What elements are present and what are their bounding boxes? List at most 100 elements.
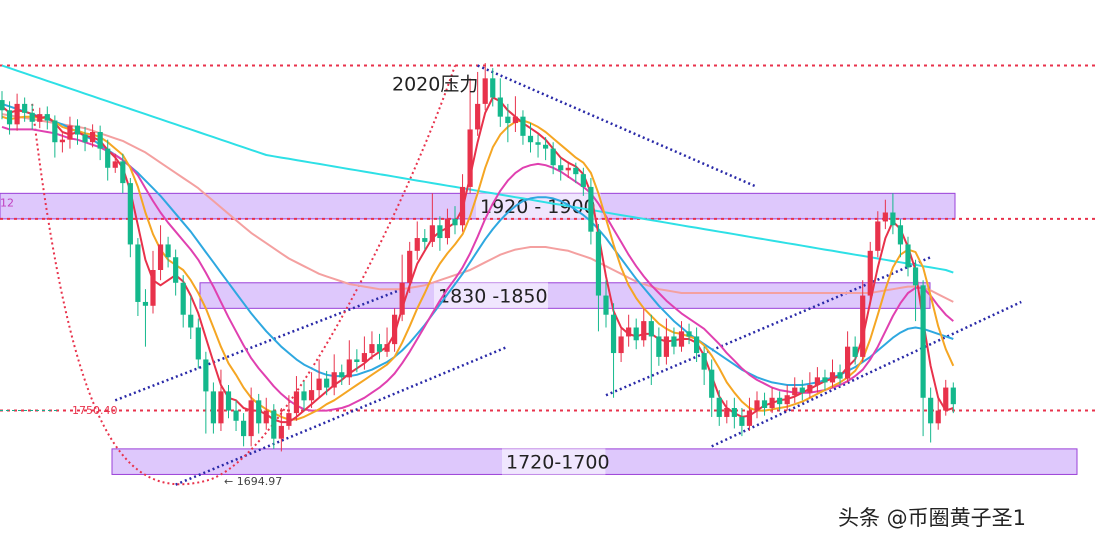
trendline: [114, 288, 403, 402]
candle-body: [105, 148, 111, 168]
candle-body: [346, 359, 352, 378]
candle-body: [845, 346, 851, 379]
candle-body: [777, 397, 783, 405]
candle-body: [44, 114, 50, 121]
candle-body: [656, 336, 662, 357]
candle-body: [263, 410, 269, 424]
candle-body: [482, 78, 488, 104]
candle-body: [384, 344, 390, 352]
candle-body: [6, 110, 13, 125]
candle-body: [127, 183, 133, 245]
candle-body: [142, 301, 149, 306]
candle-body: [392, 314, 398, 345]
candle-body: [241, 420, 247, 437]
horizontal-lines-layer: [0, 64, 1096, 412]
candle-body: [709, 369, 715, 398]
resistance-label: 2020压力: [392, 74, 478, 96]
candle-body: [550, 148, 556, 166]
candle-body: [792, 387, 798, 396]
candle-body: [444, 218, 451, 239]
candle-body: [331, 372, 337, 388]
price-label: 1750.40: [72, 404, 118, 417]
candle-body: [14, 103, 20, 125]
candle-body: [558, 165, 564, 171]
candle-body: [761, 400, 768, 408]
zone-label-bg: [502, 448, 606, 475]
candle-body: [731, 408, 737, 417]
candle-body: [475, 103, 481, 130]
candle-body: [882, 212, 888, 222]
candle-body: [52, 120, 58, 143]
candle-body: [157, 244, 164, 270]
candle-body: [807, 385, 813, 393]
candle-body: [641, 321, 647, 341]
candle-body: [701, 353, 707, 370]
zone-label: 1720-1700: [506, 452, 610, 474]
candle-body: [399, 282, 405, 315]
moving-average-line: [1, 96, 954, 424]
candle-body: [497, 97, 503, 117]
candle-body: [301, 391, 307, 401]
candle-body: [339, 372, 345, 378]
candle-body: [603, 295, 609, 315]
candle-body: [135, 244, 141, 302]
candle-body: [935, 410, 941, 424]
candle-body: [0, 100, 5, 111]
candle-body: [293, 391, 300, 414]
candle-body: [920, 285, 926, 398]
candle-body: [928, 397, 934, 424]
candle-body: [724, 408, 730, 417]
candle-body: [618, 336, 624, 354]
candles-layer: [0, 63, 956, 452]
candle-body: [663, 336, 669, 357]
candle-body: [120, 161, 126, 184]
candle-body: [875, 221, 881, 251]
candle-body: [376, 344, 383, 352]
zone-rect: [199, 282, 931, 309]
candle-body: [694, 336, 700, 354]
candle-body: [512, 116, 518, 124]
candle-body: [90, 132, 96, 143]
candle-body: [626, 327, 632, 337]
candle-body: [543, 144, 549, 149]
candle-body: [588, 186, 594, 232]
candle-body: [739, 416, 745, 426]
candle-body: [74, 125, 81, 135]
candle-body: [22, 103, 28, 113]
candle-body: [407, 250, 413, 283]
candle-body: [890, 212, 896, 226]
candle-body: [429, 225, 435, 242]
candle-body: [286, 413, 292, 426]
candle-body: [565, 167, 571, 171]
candle-body: [860, 295, 866, 357]
candle-body: [746, 410, 753, 426]
candle-body: [422, 238, 428, 242]
candle-body: [195, 327, 201, 360]
moving-average-line: [1, 125, 954, 412]
trendline: [711, 300, 1022, 448]
candle-body: [82, 134, 88, 143]
candle-body: [354, 359, 360, 362]
candle-body: [505, 116, 511, 124]
candle-body: [648, 321, 654, 337]
candle-body: [278, 425, 284, 439]
candle-body: [490, 78, 496, 98]
zone-label: 1830 -1850: [438, 286, 548, 308]
candle-body: [459, 186, 466, 226]
candle-body: [678, 331, 685, 347]
candle-body: [852, 346, 858, 357]
candle-body: [271, 410, 277, 439]
candle-body: [943, 387, 949, 411]
candle-body: [414, 238, 420, 251]
candle-body: [203, 359, 209, 392]
candle-body: [248, 400, 254, 437]
candle-body: [520, 116, 526, 136]
moving-average-line: [1, 115, 955, 421]
candle-body: [233, 410, 239, 421]
candle-body: [188, 314, 194, 328]
candle-body: [165, 244, 171, 258]
candle-body: [814, 377, 820, 385]
candle-body: [308, 390, 315, 401]
candle-body: [633, 327, 639, 341]
